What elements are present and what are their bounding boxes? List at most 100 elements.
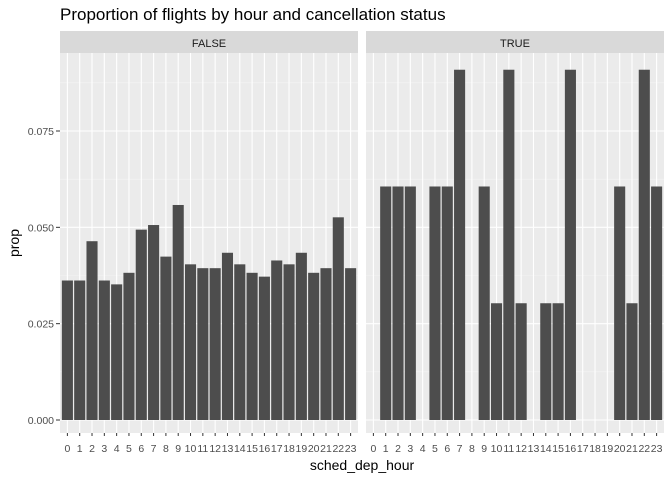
x-tick-label: 7 xyxy=(151,443,157,455)
bar-true-15 xyxy=(552,303,564,420)
bar-false-3 xyxy=(98,280,110,420)
x-tick-label: 11 xyxy=(503,443,514,455)
x-tick-label: 4 xyxy=(420,443,426,455)
x-tick-label: 15 xyxy=(246,443,258,455)
x-tick-label: 20 xyxy=(308,443,320,455)
bar-false-14 xyxy=(234,264,246,420)
x-tick-label: 12 xyxy=(209,443,221,455)
bar-true-1 xyxy=(380,186,392,420)
x-tick-label: 11 xyxy=(197,443,208,455)
x-tick-label: 1 xyxy=(383,443,389,455)
x-tick-label: 5 xyxy=(432,443,438,455)
x-tick-label: 8 xyxy=(469,443,475,455)
bar-true-3 xyxy=(404,186,416,420)
x-tick-label: 18 xyxy=(589,443,601,455)
x-tick-label: 23 xyxy=(345,443,357,455)
bar-true-21 xyxy=(626,303,638,420)
bar-true-10 xyxy=(490,303,503,420)
x-tick-label: 19 xyxy=(602,443,614,455)
x-tick-label: 14 xyxy=(540,443,552,455)
x-tick-label: 22 xyxy=(638,443,650,455)
bar-true-23 xyxy=(651,186,663,420)
bar-false-13 xyxy=(221,252,234,420)
x-tick-label: 10 xyxy=(491,443,503,455)
bar-false-10 xyxy=(184,264,197,420)
bar-false-8 xyxy=(160,256,172,420)
x-tick-label: 3 xyxy=(101,443,107,455)
x-tick-label: 4 xyxy=(114,443,120,455)
bar-true-6 xyxy=(441,186,453,420)
x-tick-label: 0 xyxy=(64,443,70,455)
x-tick-label: 9 xyxy=(175,443,181,455)
x-tick-label: 19 xyxy=(296,443,308,455)
bar-true-7 xyxy=(454,69,466,421)
bar-true-5 xyxy=(429,186,441,420)
x-tick-label: 14 xyxy=(234,443,246,455)
x-tick-label: 22 xyxy=(332,443,344,455)
x-tick-label: 9 xyxy=(481,443,487,455)
x-tick-label: 16 xyxy=(565,443,577,455)
facet-strip xyxy=(60,31,358,53)
bar-false-23 xyxy=(345,268,357,420)
bar-false-6 xyxy=(135,229,147,420)
x-tick-label: 10 xyxy=(185,443,197,455)
chart-title: Proportion of flights by hour and cancel… xyxy=(60,5,446,24)
bar-false-21 xyxy=(320,268,332,420)
bar-true-20 xyxy=(614,186,626,420)
x-tick-label: 15 xyxy=(552,443,564,455)
x-tick-label: 0 xyxy=(370,443,376,455)
x-tick-label: 8 xyxy=(163,443,169,455)
bar-false-18 xyxy=(283,264,295,420)
x-tick-label: 17 xyxy=(577,443,589,455)
bar-false-2 xyxy=(86,241,98,420)
bar-true-9 xyxy=(478,186,490,420)
x-tick-label: 1 xyxy=(77,443,83,455)
bar-false-15 xyxy=(246,272,258,420)
x-tick-label: 17 xyxy=(271,443,283,455)
y-tick-label: 0.050 xyxy=(28,222,54,234)
bar-true-14 xyxy=(540,303,552,420)
bar-false-1 xyxy=(74,280,86,420)
bar-false-17 xyxy=(271,260,283,420)
bar-false-7 xyxy=(148,225,160,420)
bar-false-0 xyxy=(61,280,73,420)
x-tick-label: 2 xyxy=(89,443,95,455)
x-tick-label: 2 xyxy=(395,443,401,455)
bar-false-20 xyxy=(308,272,320,420)
facet-strip-label: FALSE xyxy=(192,38,226,50)
bar-true-12 xyxy=(515,303,527,420)
x-tick-label: 16 xyxy=(259,443,271,455)
bar-false-9 xyxy=(172,204,184,420)
x-tick-label: 6 xyxy=(138,443,144,455)
x-axis-label: sched_dep_hour xyxy=(309,457,415,473)
y-tick-label: 0.025 xyxy=(28,319,54,331)
facet-strip-label: TRUE xyxy=(500,38,530,50)
x-tick-label: 20 xyxy=(614,443,626,455)
y-axis-label: prop xyxy=(6,228,22,258)
bar-true-16 xyxy=(564,69,576,421)
bar-false-16 xyxy=(258,276,270,420)
x-tick-label: 21 xyxy=(626,443,638,455)
x-tick-label: 13 xyxy=(222,443,234,455)
x-tick-label: 13 xyxy=(528,443,540,455)
x-tick-label: 21 xyxy=(320,443,332,455)
bar-false-22 xyxy=(332,217,344,420)
bar-true-11 xyxy=(503,69,515,421)
bar-false-4 xyxy=(111,284,123,420)
x-tick-label: 12 xyxy=(515,443,527,455)
bar-false-5 xyxy=(123,272,135,420)
bar-false-11 xyxy=(197,268,209,420)
x-tick-label: 5 xyxy=(126,443,132,455)
x-tick-label: 23 xyxy=(651,443,663,455)
x-tick-label: 18 xyxy=(283,443,295,455)
y-tick-label: 0.000 xyxy=(28,415,54,427)
bar-true-2 xyxy=(392,186,404,420)
bar-false-12 xyxy=(209,268,221,420)
x-tick-label: 6 xyxy=(444,443,450,455)
y-tick-label: 0.075 xyxy=(28,126,54,138)
bar-true-22 xyxy=(638,69,650,421)
x-tick-label: 7 xyxy=(457,443,463,455)
x-tick-label: 3 xyxy=(407,443,413,455)
